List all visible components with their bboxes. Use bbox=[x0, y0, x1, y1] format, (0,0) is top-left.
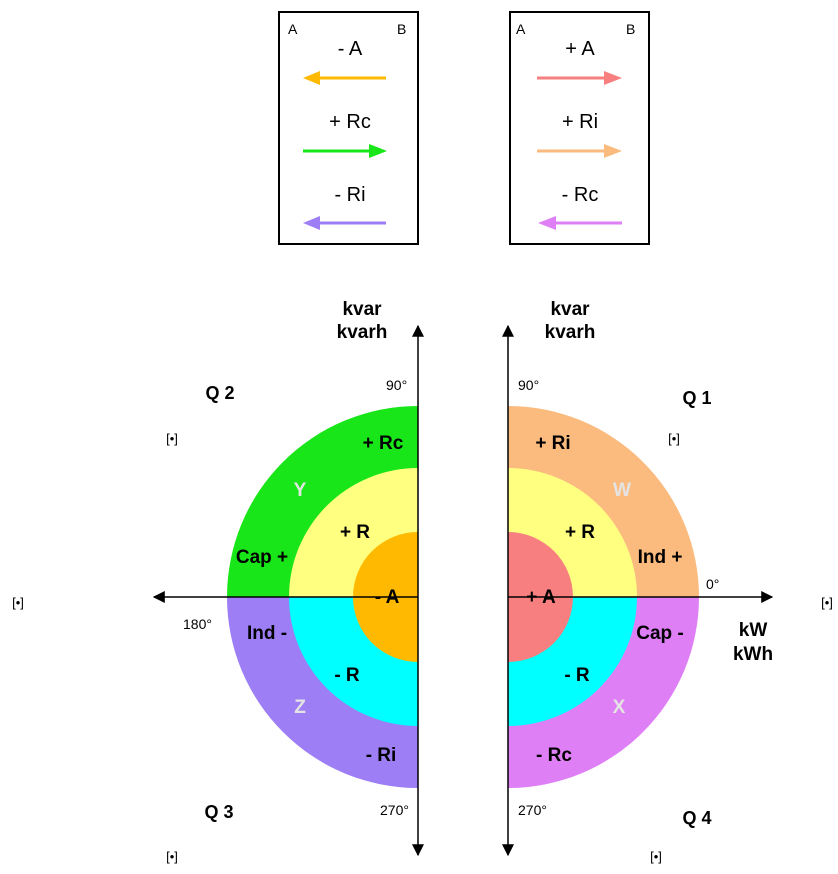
legend-left-entry-1-label: - A bbox=[338, 38, 363, 60]
right-axis-label-line-2: kvarh bbox=[545, 322, 596, 343]
legend-right-corner-b: B bbox=[626, 21, 635, 37]
legend-left-entry-2-label: + Rc bbox=[329, 111, 371, 133]
horizontal-axis-label-line-2: kWh bbox=[733, 644, 773, 665]
quadrant-2-label: Q 2 bbox=[205, 383, 234, 403]
deg-90-left: 90° bbox=[386, 377, 407, 393]
deg-270-left: 270° bbox=[380, 802, 409, 818]
right-half-disc: + Ri + R + A - R - Rc Ind + Cap - W X bbox=[508, 406, 699, 788]
deg-180: 180° bbox=[183, 616, 212, 632]
left-ghost-upper-letter: Y bbox=[294, 480, 307, 501]
legend-left-corner-b: B bbox=[397, 21, 406, 37]
quadrant-3-label: Q 3 bbox=[204, 802, 233, 822]
left-upper-outer-label: + Rc bbox=[363, 433, 404, 454]
legend-right-entry-2-arrow bbox=[537, 144, 622, 158]
legend-box-right-frame bbox=[509, 11, 650, 245]
legend-right-corner-a: A bbox=[516, 21, 526, 37]
right-upper-mid-label: + R bbox=[565, 522, 595, 543]
legend-right-entry-3-arrow bbox=[538, 216, 622, 230]
right-ghost-lower-letter: X bbox=[613, 697, 626, 718]
legend-left-entry-3-label: - Ri bbox=[334, 184, 365, 206]
right-upper-outer-label: + Ri bbox=[535, 433, 570, 454]
deg-270-right: 270° bbox=[518, 802, 547, 818]
right-lower-outer-label: - Rc bbox=[536, 745, 572, 766]
legend-right-entry-1-arrow bbox=[537, 71, 622, 85]
reference-marker-left: [•] bbox=[12, 595, 24, 610]
left-axis-label-line-1: kvar bbox=[342, 299, 382, 320]
axes bbox=[152, 324, 774, 857]
left-upper-mid-label: + R bbox=[340, 522, 370, 543]
reference-marker-right: [•] bbox=[821, 595, 833, 610]
legend-left-corner-a: A bbox=[288, 21, 298, 37]
legend-left-entry-2-arrow bbox=[303, 144, 387, 158]
left-side-lower-label: Ind - bbox=[247, 623, 287, 644]
quadrant-1-label: Q 1 bbox=[682, 388, 711, 408]
right-side-upper-label: Ind + bbox=[638, 547, 683, 568]
left-axis-label-line-2: kvarh bbox=[337, 322, 388, 343]
legend-right-entry-3-label: - Rc bbox=[562, 184, 599, 206]
right-side-lower-label: Cap - bbox=[636, 623, 684, 644]
left-ghost-lower-letter: Z bbox=[294, 697, 306, 718]
left-lower-mid-label: - R bbox=[334, 665, 360, 686]
right-lower-mid-label: - R bbox=[564, 665, 590, 686]
legend-right-entry-2-label: + Ri bbox=[562, 111, 598, 133]
horizontal-axis-label-line-1: kW bbox=[739, 620, 768, 641]
reference-marker-q4: [•] bbox=[650, 849, 662, 864]
right-axis-label-line-1: kvar bbox=[550, 299, 590, 320]
left-side-upper-label: Cap + bbox=[236, 547, 288, 568]
reference-marker-q1: [•] bbox=[668, 431, 680, 446]
deg-90-right: 90° bbox=[518, 377, 539, 393]
deg-0: 0° bbox=[706, 576, 719, 592]
left-lower-outer-label: - Ri bbox=[366, 745, 397, 766]
reference-marker-q3: [•] bbox=[166, 849, 178, 864]
legend-right-entry-1-label: + A bbox=[565, 38, 595, 60]
legend-box-left: A B - A + Rc - Ri bbox=[278, 11, 419, 245]
legend-box-left-frame bbox=[278, 11, 419, 245]
reference-marker-q2: [•] bbox=[166, 431, 178, 446]
legend-left-entry-3-arrow bbox=[303, 216, 386, 230]
quadrant-4-label: Q 4 bbox=[682, 808, 711, 828]
legend-box-right: A B + A + Ri - Rc bbox=[509, 11, 650, 245]
right-ghost-upper-letter: W bbox=[613, 480, 631, 501]
legend-left-entry-1-arrow bbox=[303, 71, 386, 85]
